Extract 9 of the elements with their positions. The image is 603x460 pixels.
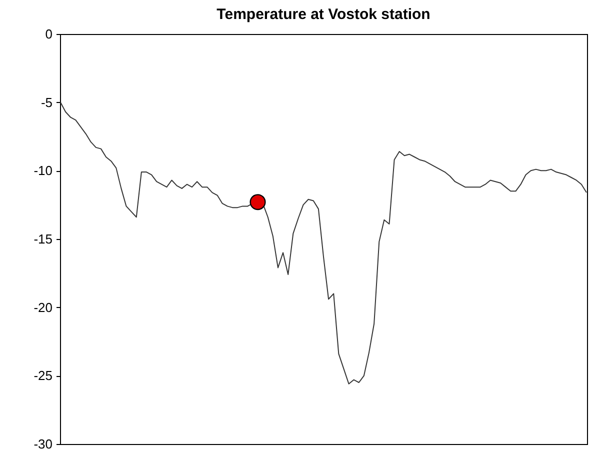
- y-tick-label: -30: [34, 436, 52, 452]
- y-tick-label: -5: [40, 94, 52, 110]
- y-tick-label: -20: [34, 300, 52, 315]
- y-tick-label: -10: [34, 163, 52, 178]
- y-tick-label: 0: [45, 26, 52, 42]
- y-tick-label: -15: [34, 232, 52, 246]
- chart-title: Temperature at Vostok station: [216, 6, 430, 23]
- line-series: [60, 102, 587, 384]
- y-tick-label: -25: [34, 368, 52, 384]
